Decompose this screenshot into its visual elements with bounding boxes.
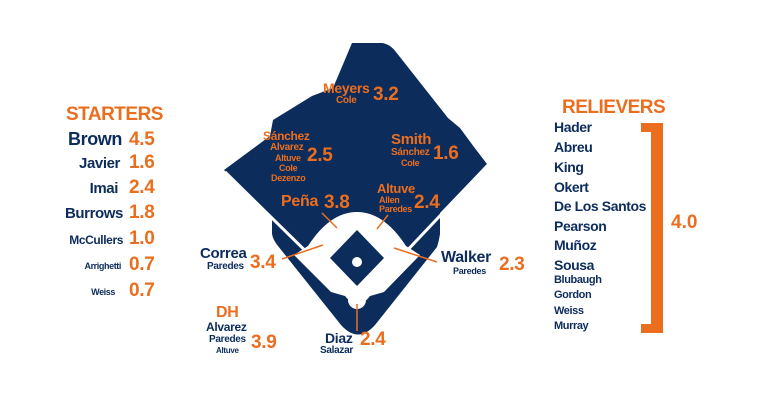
- starter-row: Javier 1.6: [58, 152, 178, 174]
- starter-row: McCullers 1.0: [58, 228, 178, 250]
- dh-primary: Alvarez: [206, 320, 247, 334]
- cf-backup: Cole: [336, 95, 357, 106]
- relievers-title: RELIEVERS: [562, 97, 666, 118]
- starter-value: 0.7: [129, 280, 155, 301]
- lf-value: 2.5: [307, 145, 333, 166]
- starter-row: Weiss 0.7: [58, 280, 178, 302]
- c-value: 2.4: [360, 329, 386, 350]
- starters-title: STARTERS: [66, 104, 163, 125]
- starter-name: Imai: [89, 180, 119, 197]
- reliever-name: Pearson: [554, 218, 607, 234]
- starter-row: Brown 4.5: [58, 128, 178, 150]
- starter-row: Arrighetti 0.7: [58, 254, 178, 276]
- relievers-value: 4.0: [671, 212, 698, 233]
- 1b-leader-line: [393, 247, 438, 263]
- reliever-name: Gordon: [554, 289, 592, 301]
- cf-value: 3.2: [373, 84, 399, 105]
- dh-backup: Paredes: [209, 334, 246, 345]
- reliever-name: Muñoz: [554, 237, 597, 253]
- starter-name: Brown: [68, 129, 122, 149]
- lf-backup: Cole: [279, 163, 298, 173]
- starter-name: McCullers: [69, 233, 123, 247]
- starter-row: Burrows 1.8: [58, 202, 178, 224]
- 1b-value: 2.3: [499, 254, 525, 275]
- rf-backup: Cole: [401, 158, 420, 168]
- starter-value: 2.4: [129, 177, 155, 198]
- cf-primary: Meyers: [323, 80, 370, 96]
- starter-name: Burrows: [64, 205, 123, 222]
- relievers-bracket: [651, 123, 663, 333]
- 3b-leader-line: [281, 244, 324, 260]
- field-outfield-shape: [224, 43, 487, 335]
- ss-value: 3.8: [324, 192, 350, 213]
- starter-name: Arrighetti: [84, 261, 121, 271]
- reliever-name: King: [554, 159, 584, 175]
- starter-value: 4.5: [129, 129, 155, 150]
- rf-primary: Smith: [391, 131, 432, 148]
- home-plate-area: [348, 291, 366, 309]
- lf-primary: Sánchez: [263, 129, 310, 143]
- 1b-primary: Walker: [441, 249, 492, 266]
- lf-backup: Alvarez: [270, 142, 304, 153]
- ss-primary: Peña: [281, 193, 319, 210]
- 3b-value: 3.4: [250, 252, 276, 273]
- rf-backup: Sánchez: [391, 147, 430, 158]
- ss-leader-line: [321, 212, 338, 229]
- 2b-leader-line: [376, 214, 389, 230]
- relievers-bracket-top: [641, 123, 663, 132]
- reliever-name: Hader: [554, 119, 592, 135]
- dh-value: 3.9: [251, 332, 277, 353]
- reliever-name: Abreu: [554, 139, 593, 155]
- pitchers-mound: [352, 257, 362, 267]
- lf-backup: Dezenzo: [271, 173, 306, 183]
- lf-backup: Altuve: [275, 153, 301, 163]
- 2b-primary: Altuve: [377, 181, 415, 196]
- reliever-name: Sousa: [554, 257, 595, 273]
- 3b-backup: Paredes: [207, 261, 244, 272]
- reliever-name: Weiss: [554, 305, 584, 317]
- reliever-name: Okert: [554, 179, 589, 195]
- 2b-backup: Allen: [379, 195, 400, 205]
- rf-value: 1.6: [433, 143, 459, 164]
- dh-backup: Altuve: [216, 346, 239, 355]
- 1b-backup: Paredes: [453, 266, 486, 276]
- starter-name: Weiss: [91, 287, 115, 297]
- c-primary: Diaz: [325, 330, 353, 346]
- c-backup: Salazar: [320, 345, 353, 356]
- relievers-bracket-bottom: [641, 324, 663, 333]
- dh-title: DH: [216, 304, 239, 321]
- starter-value: 1.6: [129, 152, 155, 173]
- starter-value: 1.8: [129, 202, 155, 223]
- 2b-backup: Paredes: [379, 204, 412, 214]
- 3b-primary: Correa: [200, 245, 247, 262]
- reliever-name: Blubaugh: [554, 274, 602, 286]
- 2b-value: 2.4: [414, 192, 440, 213]
- reliever-name: Murray: [554, 320, 589, 332]
- starter-value: 0.7: [129, 254, 155, 275]
- reliever-name: De Los Santos: [554, 198, 647, 214]
- starter-name: Javier: [79, 155, 120, 172]
- starter-row: Imai 2.4: [58, 177, 178, 199]
- starter-value: 1.0: [129, 228, 155, 249]
